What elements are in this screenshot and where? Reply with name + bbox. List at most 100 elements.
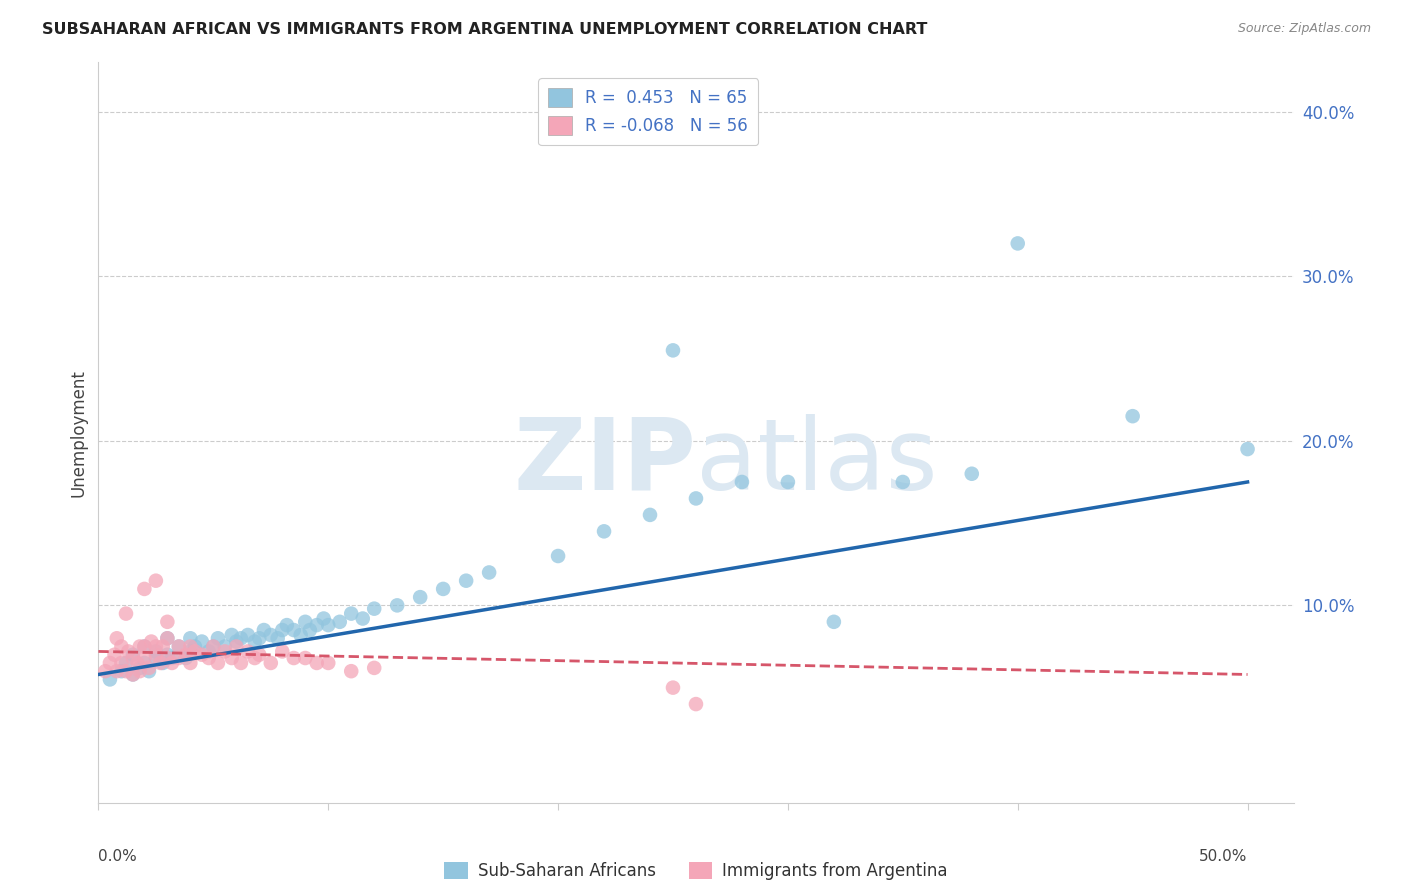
Point xyxy=(149,656,172,670)
Point xyxy=(456,574,478,588)
Point xyxy=(122,651,145,665)
Point xyxy=(134,582,156,596)
Point xyxy=(1122,409,1144,424)
Point xyxy=(145,574,167,588)
Point xyxy=(776,475,799,489)
Point xyxy=(312,611,335,625)
Point xyxy=(305,618,328,632)
Point xyxy=(138,661,160,675)
Point xyxy=(179,640,201,654)
Point xyxy=(202,640,225,654)
Point xyxy=(134,640,156,654)
Point xyxy=(236,644,259,658)
Point xyxy=(103,648,125,662)
Point xyxy=(167,640,190,654)
Legend: Sub-Saharan Africans, Immigrants from Argentina: Sub-Saharan Africans, Immigrants from Ar… xyxy=(437,855,955,887)
Point xyxy=(823,615,845,629)
Point xyxy=(385,599,409,613)
Point xyxy=(225,640,247,654)
Point xyxy=(128,664,150,678)
Point xyxy=(105,664,128,678)
Point xyxy=(179,656,201,670)
Point xyxy=(122,648,145,662)
Point xyxy=(138,664,160,678)
Point xyxy=(236,628,259,642)
Point xyxy=(134,640,156,654)
Point xyxy=(145,648,167,662)
Point xyxy=(110,664,132,678)
Point xyxy=(115,664,138,678)
Point xyxy=(191,634,214,648)
Point xyxy=(243,634,266,648)
Point xyxy=(316,618,339,632)
Point xyxy=(329,615,352,629)
Point xyxy=(214,640,236,654)
Point xyxy=(662,681,685,695)
Point xyxy=(122,667,145,681)
Point xyxy=(478,566,501,580)
Point xyxy=(685,697,707,711)
Point xyxy=(432,582,454,596)
Text: atlas: atlas xyxy=(696,414,938,511)
Point xyxy=(316,656,339,670)
Point xyxy=(160,651,183,665)
Point xyxy=(638,508,661,522)
Point xyxy=(98,673,121,687)
Point xyxy=(197,644,219,658)
Point xyxy=(247,648,270,662)
Point xyxy=(363,601,385,615)
Point xyxy=(1007,236,1029,251)
Point xyxy=(340,664,363,678)
Point xyxy=(197,651,219,665)
Point xyxy=(229,656,252,670)
Point xyxy=(305,656,328,670)
Point xyxy=(547,549,569,563)
Point xyxy=(276,618,298,632)
Point xyxy=(891,475,914,489)
Point xyxy=(117,644,139,658)
Point xyxy=(156,651,179,665)
Point xyxy=(283,651,305,665)
Point xyxy=(167,640,190,654)
Point xyxy=(134,656,156,670)
Point xyxy=(340,607,363,621)
Point xyxy=(179,644,201,658)
Point xyxy=(221,651,243,665)
Point xyxy=(174,648,197,662)
Point xyxy=(115,656,138,670)
Point xyxy=(156,632,179,646)
Point xyxy=(152,640,174,654)
Y-axis label: Unemployment: Unemployment xyxy=(69,368,87,497)
Point xyxy=(352,611,374,625)
Point xyxy=(191,648,214,662)
Point xyxy=(207,632,229,646)
Point xyxy=(145,651,167,665)
Point xyxy=(363,661,385,675)
Point xyxy=(593,524,616,539)
Point xyxy=(207,656,229,670)
Point xyxy=(152,656,174,670)
Point xyxy=(179,632,201,646)
Point xyxy=(184,640,207,654)
Point xyxy=(243,651,266,665)
Point xyxy=(122,667,145,681)
Point xyxy=(141,634,163,648)
Point xyxy=(184,644,207,658)
Point xyxy=(271,623,294,637)
Point xyxy=(105,632,128,646)
Point xyxy=(409,590,432,604)
Point xyxy=(174,651,197,665)
Point xyxy=(115,607,138,621)
Point xyxy=(202,640,225,654)
Point xyxy=(298,623,321,637)
Point xyxy=(960,467,983,481)
Point xyxy=(156,648,179,662)
Point xyxy=(127,656,149,670)
Point xyxy=(1236,442,1258,456)
Text: SUBSAHARAN AFRICAN VS IMMIGRANTS FROM ARGENTINA UNEMPLOYMENT CORRELATION CHART: SUBSAHARAN AFRICAN VS IMMIGRANTS FROM AR… xyxy=(42,22,928,37)
Text: 50.0%: 50.0% xyxy=(1199,849,1247,863)
Point xyxy=(110,656,132,670)
Text: Source: ZipAtlas.com: Source: ZipAtlas.com xyxy=(1237,22,1371,36)
Point xyxy=(253,623,276,637)
Point xyxy=(214,644,236,658)
